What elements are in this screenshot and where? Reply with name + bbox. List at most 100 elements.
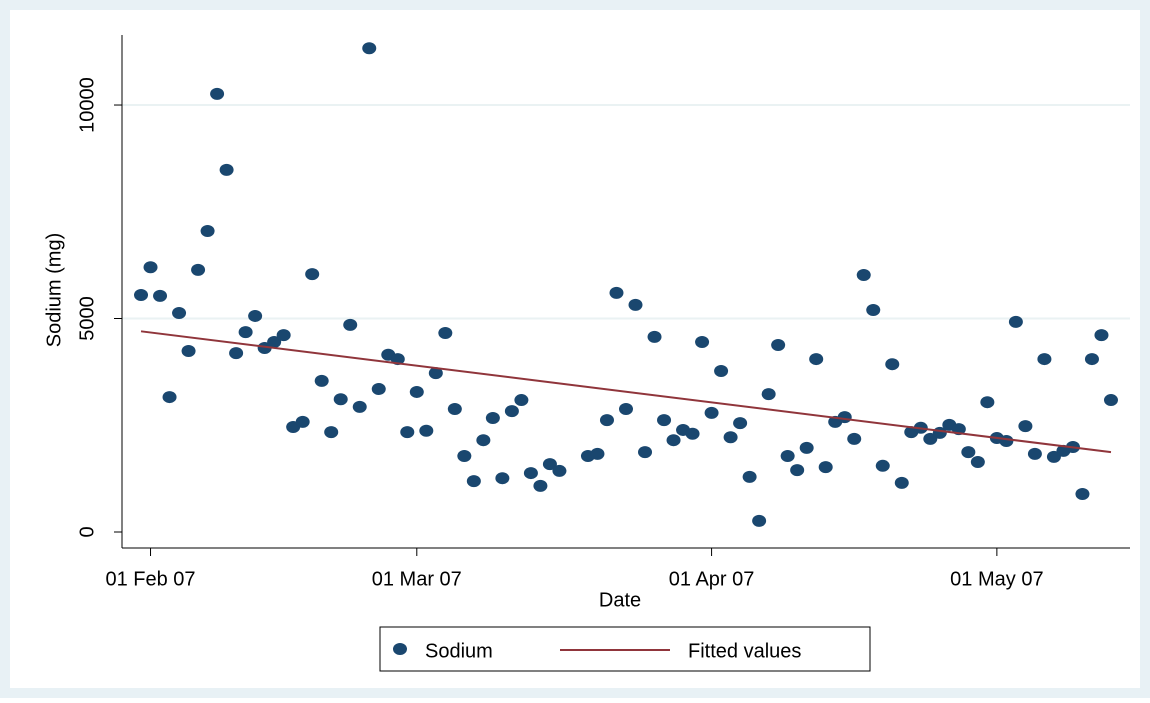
point [352,400,367,413]
point [428,367,443,380]
point [980,396,995,409]
point [1018,420,1033,433]
point [1008,315,1023,328]
x-tick-label: 01 Apr 07 [669,568,755,590]
point [599,414,614,427]
point [552,464,567,477]
fitted-line [140,330,1112,454]
point [457,449,472,462]
x-tick-label: 01 May 07 [950,568,1043,590]
point [343,318,358,331]
point [1027,447,1042,460]
point [894,476,909,489]
point [466,475,481,488]
point [305,268,320,281]
point [1084,353,1099,366]
point [856,268,871,281]
point [485,411,500,424]
point [695,335,710,348]
point [609,286,624,299]
point [704,406,719,419]
point [875,459,890,472]
point [647,330,662,343]
point [847,432,862,445]
point [229,347,244,360]
point [619,403,633,416]
point [1094,329,1109,342]
point [533,479,548,492]
point [276,329,291,342]
point [238,326,253,339]
point [685,427,700,440]
point [371,382,386,395]
point [657,414,672,427]
point [761,388,776,401]
point [733,417,748,430]
point [200,224,215,237]
x-axis-title: Date [599,589,641,611]
point [790,464,805,477]
x-tick-label: 01 Feb 07 [105,568,195,590]
point [314,374,329,387]
point [970,455,985,468]
point [438,327,453,340]
point [837,411,852,424]
point [1037,353,1052,366]
point [1103,394,1118,407]
point [409,385,424,398]
point [476,434,491,447]
point [752,514,767,527]
point [723,431,738,444]
point [666,434,681,447]
point [333,393,348,406]
y-tick-label: 5000 [76,296,98,341]
point [362,42,377,55]
point [495,472,510,485]
point [191,263,206,276]
point [628,298,643,311]
point [638,446,653,459]
point [400,426,415,439]
point [818,461,833,474]
point [153,289,168,302]
point [514,394,529,407]
point [295,415,310,428]
legend [379,626,871,672]
legend-label: Sodium [425,640,493,662]
point [504,405,519,418]
point [742,470,757,483]
point [143,261,158,274]
point [542,458,557,471]
legend-marker [393,643,407,655]
point [523,467,538,480]
point [590,447,605,460]
point [162,391,177,404]
point [885,358,900,371]
point [419,424,434,437]
point [809,353,824,366]
y-tick-label: 0 [76,526,98,537]
point [134,289,149,302]
point [866,303,881,316]
point [1075,487,1090,500]
point [447,403,462,416]
point [219,163,234,176]
point [181,344,196,357]
y-tick-label: 10000 [76,77,98,133]
graph-region [10,10,1140,688]
x-tick-label: 01 Mar 07 [372,568,462,590]
point [172,306,187,319]
point [714,365,729,378]
point [248,309,263,322]
point [999,435,1014,448]
legend-label: Fitted values [688,640,801,662]
point [771,338,786,351]
y-axis-title: Sodium (mg) [43,233,65,347]
point [780,449,795,462]
point [210,87,225,100]
point [799,441,814,454]
point [324,426,339,439]
point [961,446,976,459]
point [267,335,282,348]
